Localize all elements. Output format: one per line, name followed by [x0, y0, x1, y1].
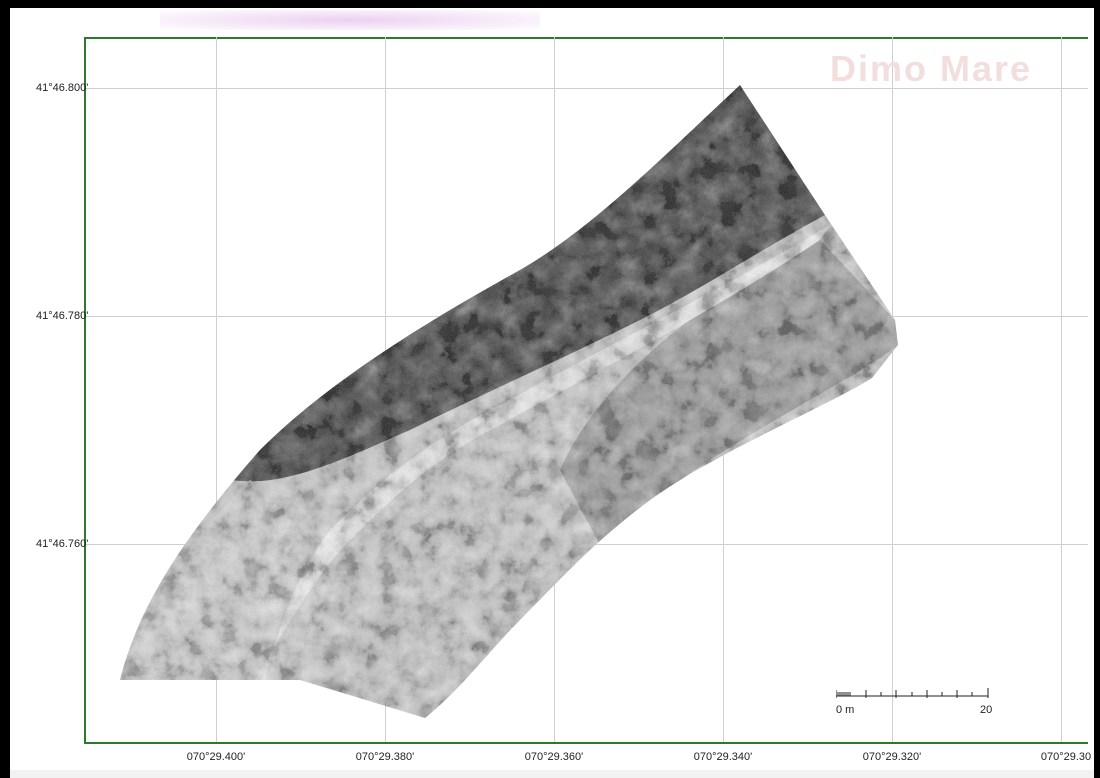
latitude-label: 41°46.760': [36, 538, 89, 550]
longitude-label: 070°29.30: [1040, 751, 1092, 763]
longitude-label: 070°29.400': [186, 751, 246, 763]
scale-end-label: 20: [980, 704, 993, 716]
scale-bar-ruler: [835, 688, 989, 698]
gridline-lon-5: [892, 37, 893, 742]
map-plot-area[interactable]: [84, 37, 1088, 744]
screen-glare: [160, 10, 540, 30]
longitude-label: 070°29.340': [693, 751, 753, 763]
watermark-text: Dimo Mare: [830, 48, 1033, 89]
window-frame-right: [1094, 0, 1100, 778]
latitude-label: 41°46.800': [36, 82, 89, 94]
latitude-label: 41°46.780': [36, 310, 89, 322]
longitude-label: 070°29.360': [524, 751, 584, 763]
window-frame-top: [0, 0, 1100, 8]
longitude-label: 070°29.320': [862, 751, 922, 763]
gridline-lon-6: [1061, 37, 1062, 742]
gridline-lon-1: [216, 37, 217, 742]
gridline-lat-1: [86, 88, 1088, 89]
scale-start-label: 0 m: [836, 704, 855, 716]
window-frame-bottom: [10, 770, 1094, 778]
longitude-label: 070°29.380': [355, 751, 415, 763]
window-frame-left: [0, 0, 10, 778]
scale-bar: 0 m 20: [835, 684, 996, 724]
